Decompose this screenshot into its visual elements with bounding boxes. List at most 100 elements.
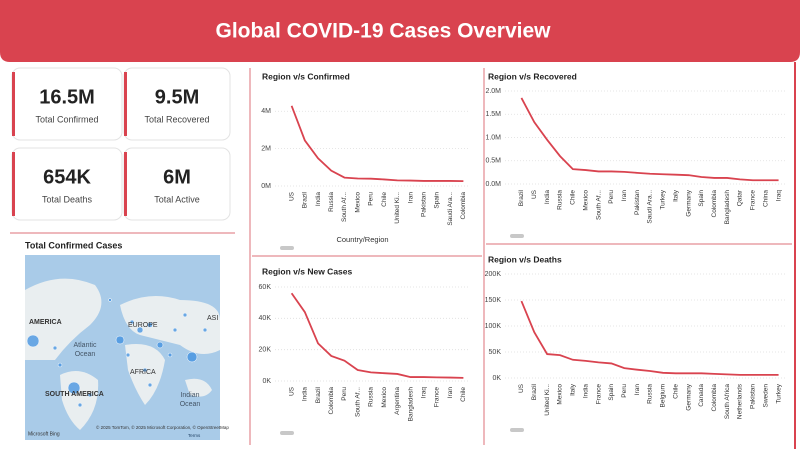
y-tick-label: 0K bbox=[492, 375, 501, 382]
map-title: Total Confirmed Cases bbox=[25, 240, 122, 250]
kpi-label: Total Confirmed bbox=[35, 114, 98, 124]
x-tick-label: Italy bbox=[570, 383, 577, 396]
x-tick-label: Argentina bbox=[394, 387, 401, 415]
line bbox=[520, 300, 779, 376]
x-tick-label: France bbox=[595, 384, 602, 405]
map-label: ASI bbox=[207, 315, 218, 322]
x-tick-label: Iran bbox=[447, 387, 454, 399]
y-tick-label: 2.0M bbox=[485, 88, 501, 95]
x-tick-label: Brazil bbox=[531, 383, 538, 400]
x-tick-label: Bangladesh bbox=[407, 387, 414, 422]
x-tick-label: Turkey bbox=[775, 383, 782, 403]
kpi-label: Total Deaths bbox=[42, 194, 93, 204]
x-tick-label: Pakistan bbox=[634, 190, 641, 215]
x-tick-label: Colombia bbox=[328, 387, 335, 415]
map-land bbox=[125, 344, 165, 405]
x-tick-label: Chile bbox=[672, 384, 679, 399]
x-tick-label: Iran bbox=[621, 190, 628, 202]
x-tick-label: Brazil bbox=[302, 191, 309, 208]
x-tick-label: Belgium bbox=[660, 384, 667, 407]
y-tick-label: 100K bbox=[485, 323, 502, 330]
y-tick-label: 1.0M bbox=[485, 134, 501, 141]
x-tick-label: Colombia bbox=[711, 190, 718, 218]
map-terms[interactable]: Terms bbox=[188, 433, 201, 438]
x-tick-label: Russia bbox=[557, 190, 564, 210]
y-tick-label: 0M bbox=[261, 183, 271, 190]
x-tick-label: France bbox=[750, 190, 757, 211]
x-tick-label: Germany bbox=[685, 189, 692, 216]
map-land bbox=[120, 296, 220, 354]
x-tick-label: Russia bbox=[647, 384, 654, 404]
y-tick-label: 40K bbox=[259, 315, 272, 322]
x-tick-label: Iran bbox=[407, 192, 414, 204]
map-label: AMERICA bbox=[29, 319, 62, 326]
map-label: Atlantic bbox=[74, 342, 97, 349]
x-tick-label: South Africa bbox=[724, 384, 731, 419]
y-tick-label: 60K bbox=[259, 284, 272, 291]
kpi-accent bbox=[12, 72, 15, 136]
x-tick-label: China bbox=[762, 190, 769, 207]
x-tick-label: Mexico bbox=[381, 387, 388, 408]
x-tick-label: Iran bbox=[634, 384, 641, 396]
kpi-value: 6M bbox=[163, 166, 191, 188]
y-tick-label: 50K bbox=[489, 349, 502, 356]
x-tick-label: India bbox=[315, 192, 322, 206]
x-tick-label: Iraq bbox=[775, 190, 782, 202]
scrollbar bbox=[280, 431, 294, 435]
x-tick-label: Chile bbox=[570, 190, 577, 205]
x-tick-label: Sweden bbox=[762, 384, 769, 408]
x-axis-title: Country/Region bbox=[336, 235, 388, 244]
y-tick-label: 2M bbox=[261, 145, 271, 152]
kpi-accent bbox=[124, 152, 127, 216]
scrollbar bbox=[510, 234, 524, 238]
x-tick-label: United Ki... bbox=[544, 384, 551, 416]
kpi-value: 654K bbox=[43, 166, 91, 188]
x-tick-label: Russia bbox=[368, 387, 375, 407]
x-tick-label: South Af... bbox=[595, 190, 602, 220]
kpi-value: 9.5M bbox=[155, 86, 199, 108]
y-tick-label: 1.5M bbox=[485, 111, 501, 118]
kpi-value: 16.5M bbox=[39, 86, 95, 108]
x-tick-label: Pakistan bbox=[420, 192, 427, 217]
map-label: SOUTH AMERICA bbox=[45, 391, 104, 398]
x-tick-label: Bangladesh bbox=[724, 190, 731, 225]
chart-title: Region v/s New Cases bbox=[262, 266, 353, 276]
x-tick-label: US bbox=[288, 386, 295, 396]
x-tick-label: US bbox=[288, 191, 295, 201]
x-tick-label: South Af... bbox=[341, 192, 348, 222]
map-label: EUROPE bbox=[128, 322, 158, 329]
map-credit: © 2025 TomTom, © 2025 Microsoft Corporat… bbox=[96, 424, 229, 430]
y-tick-label: 0K bbox=[262, 378, 271, 385]
header-bar bbox=[0, 0, 800, 62]
x-tick-label: India bbox=[544, 190, 551, 204]
kpi-cards: 16.5M Total Confirmed 9.5M Total Recovered 6… bbox=[11, 67, 231, 221]
x-tick-label: Chile bbox=[381, 192, 388, 207]
kpi-label: Total Active bbox=[154, 194, 200, 204]
x-tick-label: India bbox=[302, 387, 309, 401]
x-tick-label: Spain bbox=[608, 384, 615, 401]
x-tick-label: Iraq bbox=[420, 387, 427, 399]
x-tick-label: Brazil bbox=[315, 386, 322, 403]
x-tick-label: Brazil bbox=[518, 189, 525, 206]
x-tick-label: Spain bbox=[434, 192, 441, 209]
x-tick-label: Germany bbox=[685, 383, 692, 410]
y-tick-label: 150K bbox=[485, 297, 502, 304]
map: AMERICA EUROPE ASI Atlantic Ocean AFRICA… bbox=[25, 255, 229, 440]
map-label: Ocean bbox=[180, 401, 201, 408]
header-title: Global COVID-19 Cases Overview bbox=[216, 20, 552, 43]
x-tick-label: Spain bbox=[698, 190, 705, 207]
x-tick-label: Chile bbox=[460, 387, 467, 402]
line bbox=[290, 292, 464, 379]
x-tick-label: Saudi Ara... bbox=[447, 192, 454, 226]
x-tick-label: France bbox=[434, 387, 441, 408]
x-tick-label: Italy bbox=[672, 189, 679, 202]
x-tick-label: Peru bbox=[341, 387, 348, 401]
x-tick-label: Colombia bbox=[711, 384, 718, 412]
x-tick-label: India bbox=[582, 384, 589, 398]
map-land bbox=[185, 378, 212, 397]
y-tick-label: 4M bbox=[261, 108, 271, 115]
x-tick-label: Colombia bbox=[460, 192, 467, 220]
x-tick-label: Mexico bbox=[354, 192, 361, 213]
